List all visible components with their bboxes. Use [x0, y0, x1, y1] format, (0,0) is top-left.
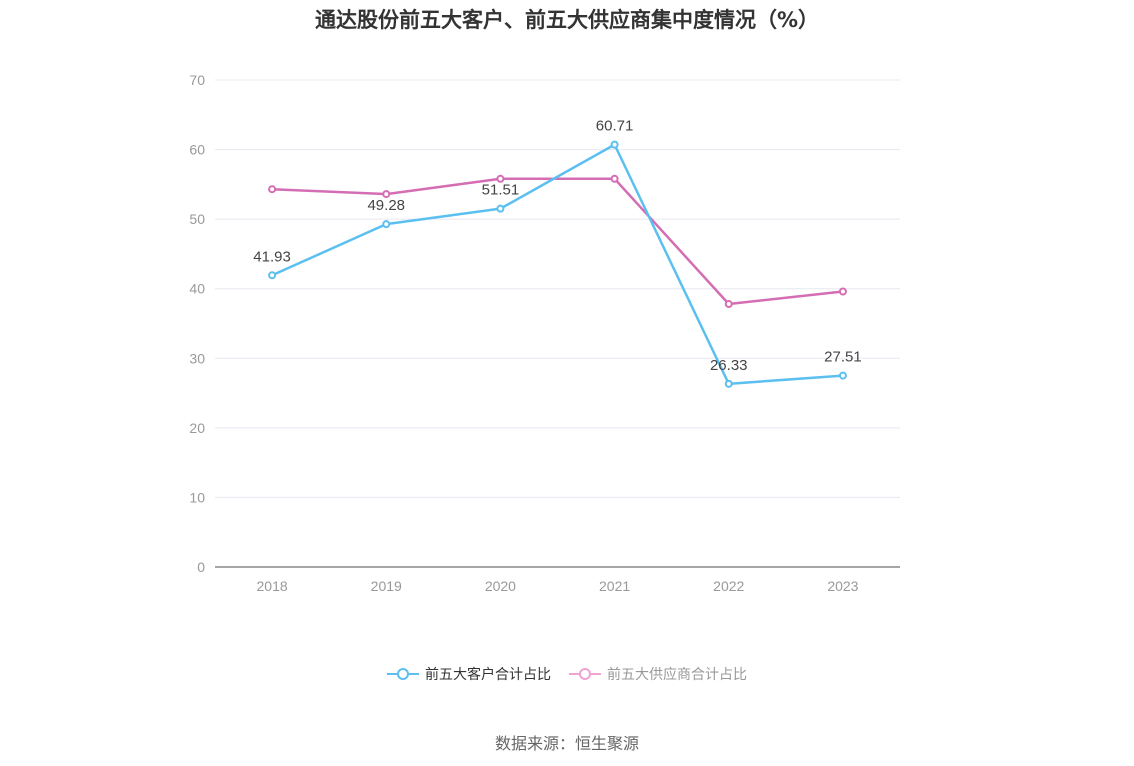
x-tick-label: 2023	[827, 578, 858, 594]
y-tick-label: 20	[189, 420, 205, 436]
data-label: 51.51	[482, 182, 520, 199]
chart-title: 通达股份前五大客户、前五大供应商集中度情况（%）	[314, 8, 820, 32]
y-tick-label: 30	[189, 350, 205, 366]
data-label: 60.71	[596, 118, 634, 135]
y-tick-label: 50	[189, 211, 205, 227]
legend-item-customers[interactable]: 前五大客户合计占比	[387, 664, 551, 684]
data-point	[496, 204, 505, 213]
data-point	[382, 220, 391, 229]
data-point	[724, 300, 733, 309]
x-axis: 2018 2019 2020 2021 2022 2023	[215, 566, 900, 594]
data-point	[268, 185, 277, 194]
data-label: 49.28	[367, 197, 405, 214]
legend: 前五大客户合计占比 前五大供应商合计占比	[0, 664, 1134, 684]
data-label: 41.93	[253, 248, 291, 265]
data-point	[838, 371, 847, 380]
series-line-0	[271, 143, 844, 386]
y-tick-label: 60	[189, 142, 205, 158]
data-point	[610, 140, 619, 149]
legend-item-suppliers[interactable]: 前五大供应商合计占比	[569, 664, 747, 684]
data-point	[610, 174, 619, 183]
legend-swatch-suppliers	[569, 668, 601, 680]
legend-label-suppliers: 前五大供应商合计占比	[607, 667, 747, 683]
data-point	[382, 190, 391, 199]
source-note: 数据来源：恒生聚源	[494, 734, 639, 753]
x-tick-label: 2022	[713, 578, 744, 594]
series-line-1	[272, 177, 844, 306]
data-point	[268, 271, 277, 280]
data-label: 27.51	[824, 349, 862, 366]
x-tick-label: 2018	[257, 578, 288, 594]
series-layer	[268, 140, 847, 388]
legend-swatch-customers	[387, 668, 419, 680]
grid-lines	[215, 79, 900, 498]
data-point	[496, 174, 505, 183]
x-tick-label: 2020	[485, 578, 516, 594]
data-label: 26.33	[710, 357, 748, 374]
x-tick-label: 2019	[371, 578, 402, 594]
y-axis: 0 10 20 30 40 50 60 70	[189, 72, 205, 575]
x-tick-label: 2021	[599, 578, 630, 594]
data-labels: 41.93 49.28 51.51 60.71 26.33 27.51	[253, 118, 861, 374]
y-tick-label: 40	[189, 281, 205, 297]
y-tick-label: 0	[197, 559, 205, 575]
data-point	[838, 287, 847, 296]
data-point	[724, 379, 733, 388]
y-tick-label: 70	[189, 72, 205, 88]
y-tick-label: 10	[189, 489, 205, 505]
legend-label-customers: 前五大客户合计占比	[425, 667, 551, 683]
